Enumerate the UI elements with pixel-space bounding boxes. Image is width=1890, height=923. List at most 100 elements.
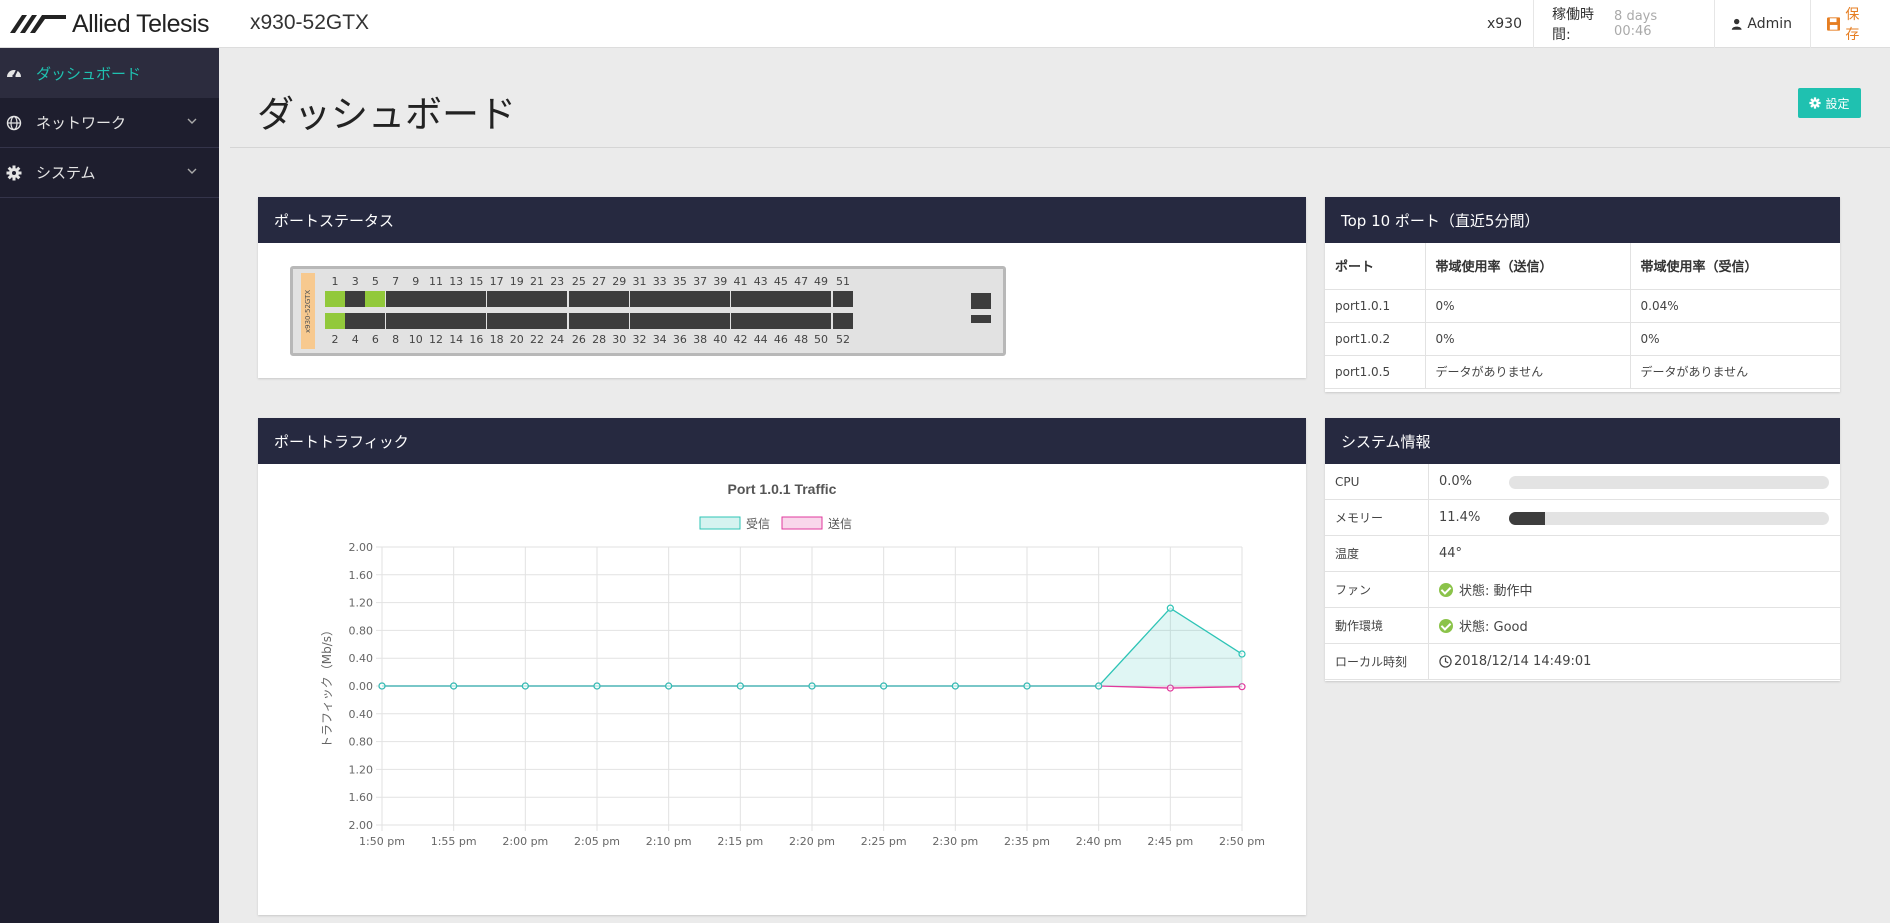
- port-35[interactable]: [669, 291, 690, 307]
- port-13[interactable]: [446, 291, 467, 307]
- cpu-value: 0.0%: [1439, 474, 1473, 489]
- port-9[interactable]: [405, 291, 426, 307]
- data-point: [808, 682, 816, 690]
- check-circle-icon: [1439, 618, 1453, 633]
- port-19[interactable]: [506, 291, 527, 307]
- port-11[interactable]: [426, 291, 446, 307]
- port-20[interactable]: [506, 313, 527, 329]
- settings-button[interactable]: 設定: [1798, 88, 1861, 118]
- port-4[interactable]: [345, 313, 366, 329]
- port-5[interactable]: [365, 291, 386, 307]
- port-12[interactable]: [426, 313, 446, 329]
- x-tick-label: 2:30 pm: [932, 835, 978, 848]
- x-tick-label: 2:35 pm: [1004, 835, 1050, 848]
- port-52[interactable]: [833, 313, 853, 329]
- port-number-label: 16: [469, 333, 484, 346]
- port-number-label: 47: [794, 275, 809, 288]
- sidebar-item-dashboard[interactable]: ダッシュボード: [0, 48, 219, 98]
- port-number-label: 12: [429, 333, 443, 346]
- port-31[interactable]: [629, 291, 650, 307]
- port-15[interactable]: [466, 291, 487, 307]
- uptime: 稼働時間: 8 days 00:46: [1533, 0, 1713, 48]
- legend-swatch: [781, 516, 823, 530]
- chevron-down-icon: [187, 118, 197, 124]
- port-22[interactable]: [527, 313, 547, 329]
- port-40[interactable]: [710, 313, 731, 329]
- globe-icon: [6, 115, 22, 131]
- port-14[interactable]: [446, 313, 467, 329]
- port-21[interactable]: [527, 291, 547, 307]
- local-time-row: ローカル時刻 2018/12/14 14:49:01: [1325, 644, 1840, 680]
- sidebar-item-network[interactable]: ネットワーク: [0, 98, 219, 148]
- y-tick-label: 2.00: [349, 819, 374, 832]
- port-2[interactable]: [325, 313, 345, 329]
- port-43[interactable]: [750, 291, 771, 307]
- user-menu[interactable]: Admin: [1714, 0, 1810, 48]
- port-6[interactable]: [365, 313, 386, 329]
- port-47[interactable]: [791, 291, 812, 307]
- port-30[interactable]: [609, 313, 630, 329]
- port-23[interactable]: [547, 291, 568, 307]
- port-number-label: 15: [469, 275, 484, 288]
- port-32[interactable]: [629, 313, 650, 329]
- port-number-label: 35: [672, 275, 687, 288]
- x-tick-label: 1:55 pm: [431, 835, 477, 848]
- port-46[interactable]: [770, 313, 791, 329]
- port-number-label: 39: [713, 275, 728, 288]
- port-7[interactable]: [385, 291, 406, 307]
- memory-value: 11.4%: [1439, 510, 1481, 525]
- port-16[interactable]: [466, 313, 487, 329]
- series-area: [382, 686, 1242, 689]
- port-38[interactable]: [690, 313, 711, 329]
- legend-label: 送信: [828, 516, 852, 531]
- port-39[interactable]: [710, 291, 731, 307]
- title-divider: [230, 147, 1890, 148]
- port-17[interactable]: [486, 291, 507, 307]
- port-25[interactable]: [568, 291, 589, 307]
- floppy-disk-icon: [1827, 17, 1841, 31]
- save-button[interactable]: 保存: [1810, 0, 1890, 48]
- table-cell: データがありません: [1425, 355, 1631, 389]
- port-26[interactable]: [568, 313, 589, 329]
- port-28[interactable]: [589, 313, 610, 329]
- port-33[interactable]: [649, 291, 670, 307]
- system-info-panel: システム情報 CPU 0.0% メモリー 11.4% 温度 44° ファン 状態…: [1325, 418, 1840, 681]
- panel-title: Top 10 ポート（直近5分間）: [1341, 211, 1540, 230]
- port-18[interactable]: [486, 313, 507, 329]
- port-27[interactable]: [589, 291, 610, 307]
- port-37[interactable]: [690, 291, 711, 307]
- port-24[interactable]: [547, 313, 568, 329]
- port-traffic-panel: ポートトラフィック Port 1.0.1 Traffic 受信 送信 2.00 1.60…: [258, 418, 1306, 915]
- panel-title: システム情報: [1341, 432, 1431, 451]
- port-8[interactable]: [385, 313, 406, 329]
- x-tick-label: 1:50 pm: [359, 835, 405, 848]
- data-point: [736, 682, 744, 690]
- port-50[interactable]: [811, 313, 831, 329]
- port-48[interactable]: [791, 313, 812, 329]
- port-49[interactable]: [811, 291, 831, 307]
- port-number-label: 25: [571, 275, 586, 288]
- row-label: 動作環境: [1325, 608, 1429, 643]
- port-29[interactable]: [609, 291, 630, 307]
- port-42[interactable]: [730, 313, 751, 329]
- x-tick-label: 2:15 pm: [717, 835, 763, 848]
- port-number-label: 27: [592, 275, 607, 288]
- port-1[interactable]: [325, 291, 345, 307]
- y-tick-label: 1.20: [349, 763, 374, 776]
- port-45[interactable]: [770, 291, 791, 307]
- port-41[interactable]: [730, 291, 751, 307]
- sidebar-item-system[interactable]: システム: [0, 148, 219, 198]
- port-number-label: 30: [612, 333, 627, 346]
- port-34[interactable]: [649, 313, 670, 329]
- port-36[interactable]: [669, 313, 690, 329]
- port-3[interactable]: [345, 291, 366, 307]
- port-10[interactable]: [405, 313, 426, 329]
- data-point: [1238, 650, 1246, 658]
- port-number-label: 18: [489, 333, 504, 346]
- brand-logo: Allied Telesis: [10, 10, 210, 38]
- dashboard-icon: [7, 69, 21, 78]
- port-number-label: 40: [713, 333, 728, 346]
- port-51[interactable]: [833, 291, 853, 307]
- port-44[interactable]: [750, 313, 771, 329]
- table-cell: データがありません: [1630, 355, 1840, 389]
